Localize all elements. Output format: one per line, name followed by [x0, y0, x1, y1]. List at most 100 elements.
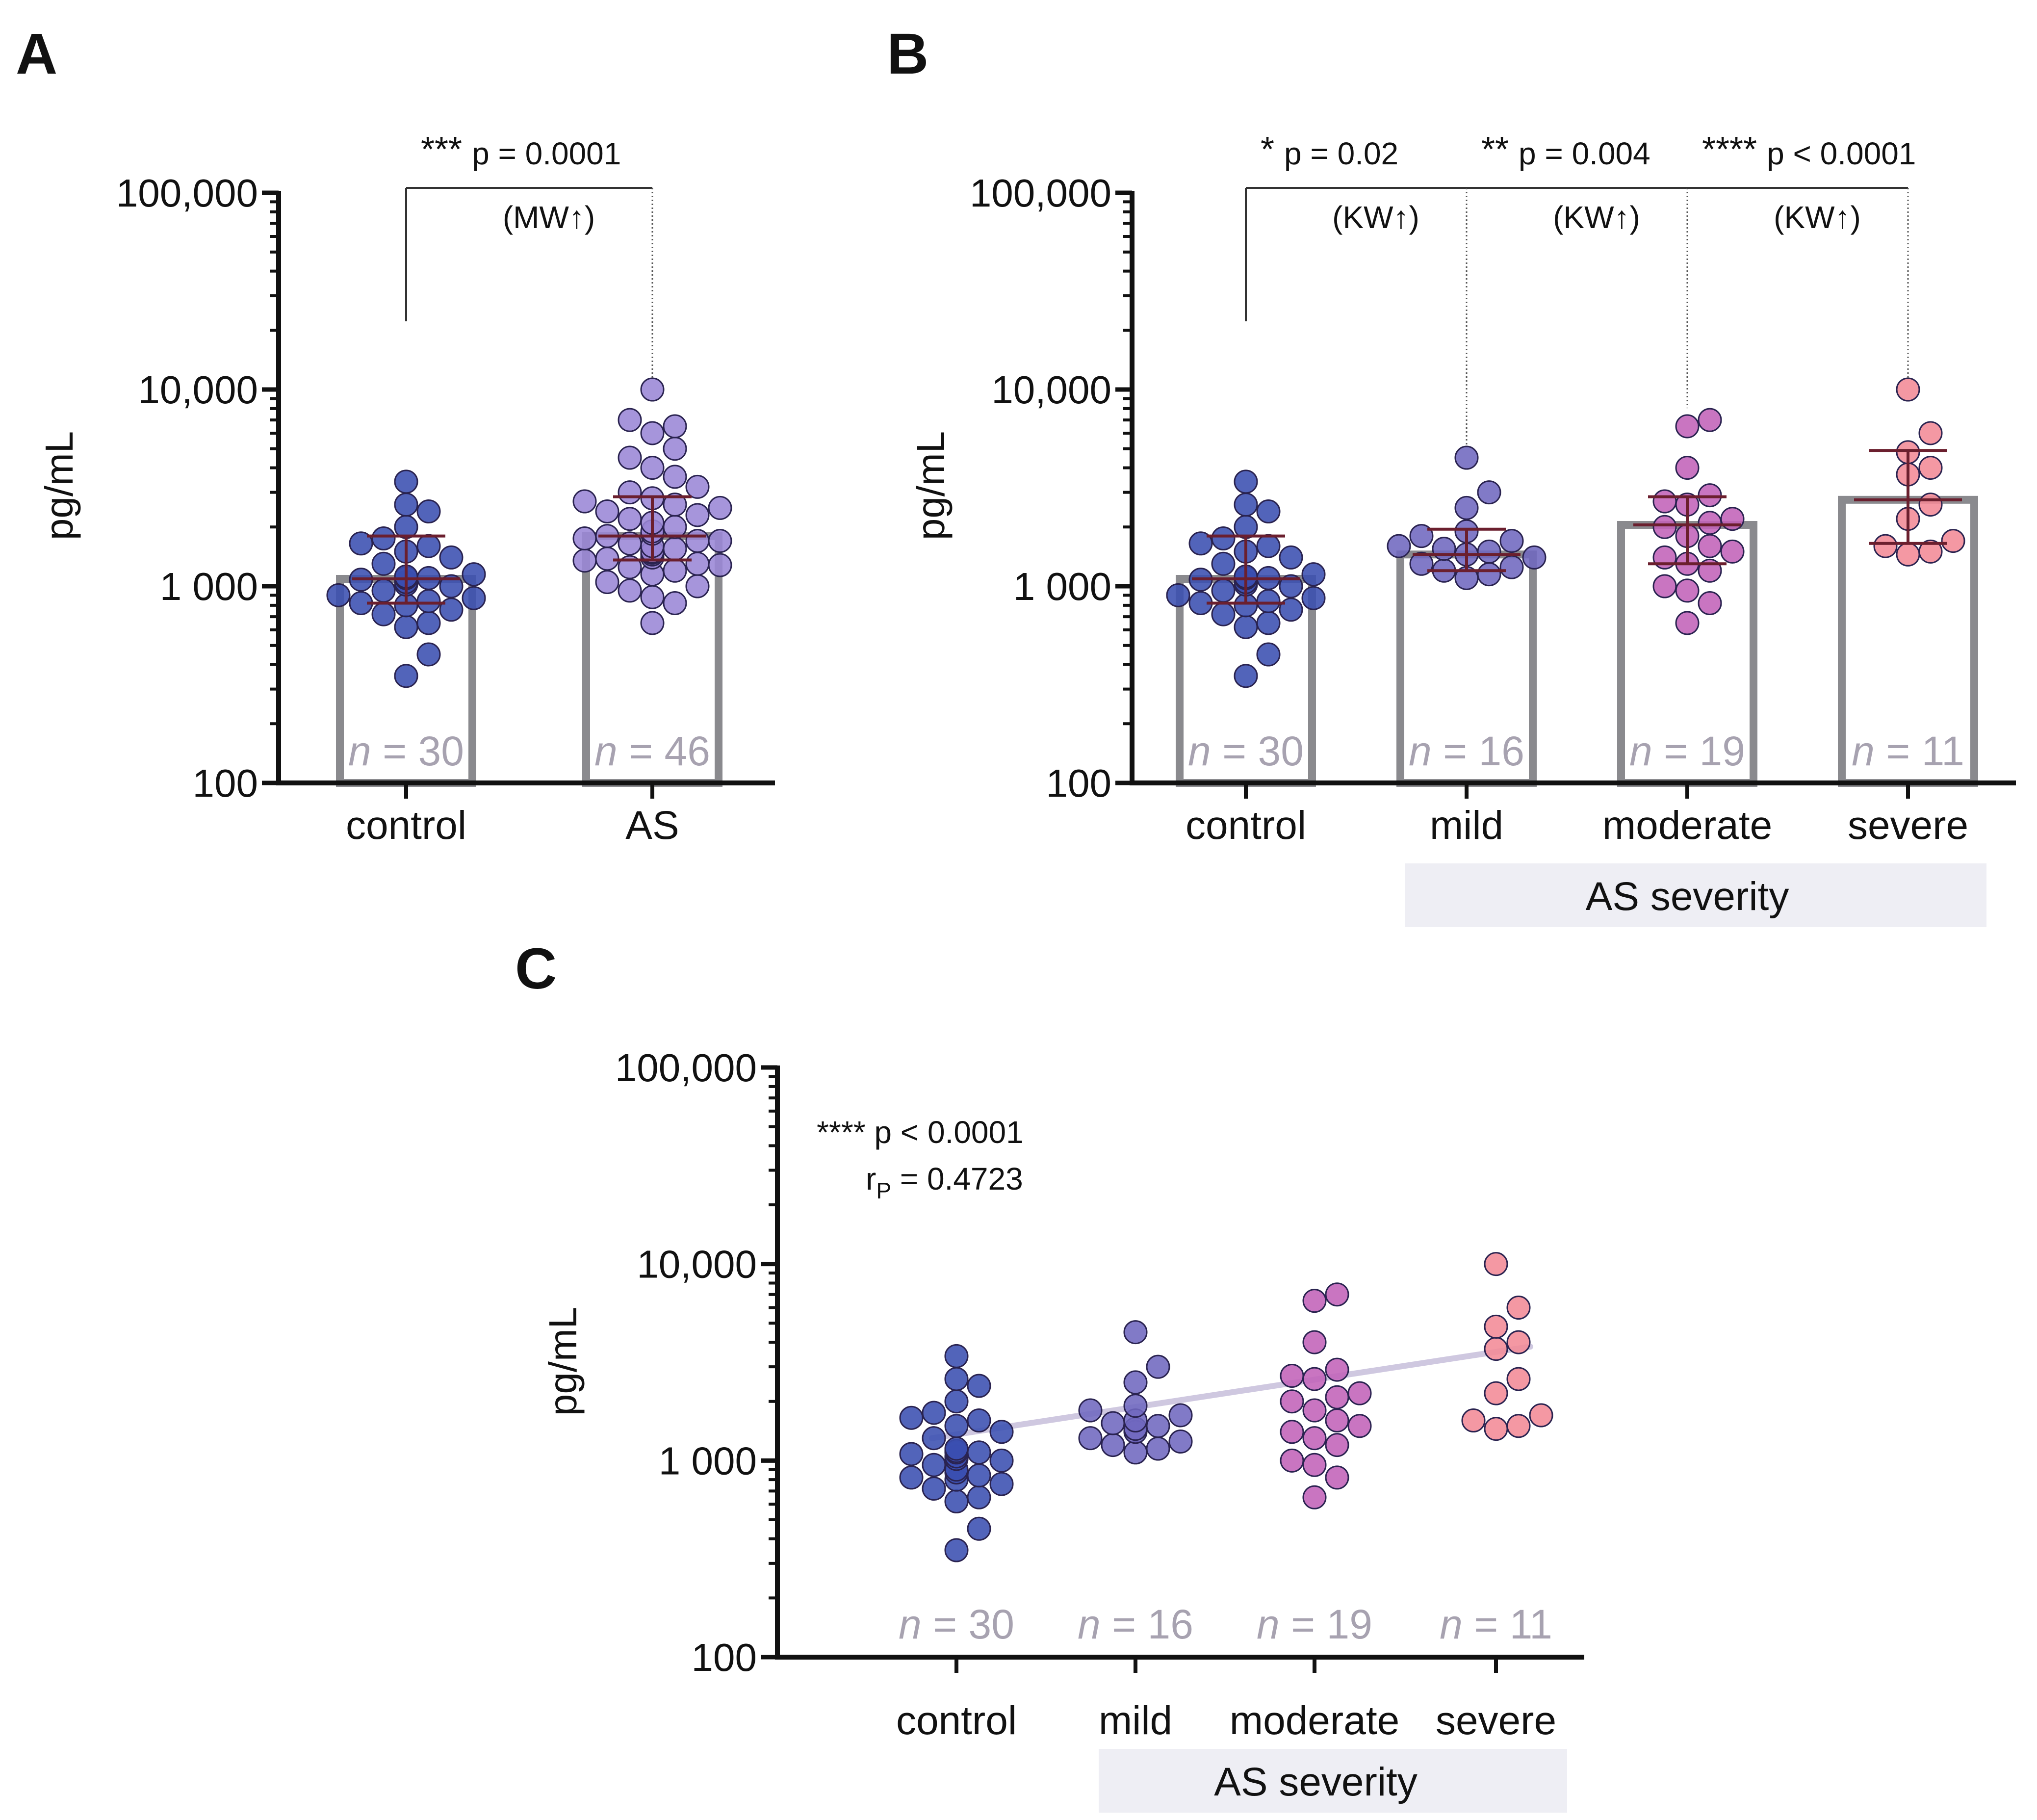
panel-a-data-point: [708, 553, 732, 577]
panel-b-n-symbol: n: [1409, 728, 1432, 774]
panel-a-data-point: [439, 545, 464, 570]
panel-c-data-point: [1325, 1408, 1349, 1433]
panel-c-n-value: = 16: [1101, 1601, 1193, 1647]
panel-c-data-point: [1123, 1320, 1148, 1345]
panel-a-data-point: [462, 562, 486, 587]
panel-a-data-point: [349, 531, 373, 556]
panel-c-data-point: [1101, 1411, 1125, 1435]
panel-c-data-point: [1123, 1440, 1148, 1465]
panel-c-trendline: [929, 1344, 1533, 1441]
panel-c-data-point: [1078, 1398, 1103, 1423]
panel-b-data-point: [1279, 545, 1303, 570]
panel-a-data-point: [708, 495, 732, 520]
panel-c-data-point: [1280, 1389, 1304, 1414]
panel-a-data-point: [685, 474, 710, 499]
panel-b-n-value: = 16: [1432, 728, 1524, 774]
panel-c-data-point: [1506, 1367, 1531, 1391]
panel-b-data-point: [1896, 542, 1920, 567]
panel-c-r-symbol: r: [866, 1161, 876, 1196]
panel-b-test-label: (KW↑): [1332, 200, 1419, 235]
panel-c-data-point: [1347, 1381, 1372, 1405]
panel-a-data-point: [416, 642, 441, 667]
panel-b-n-label: n = 30: [1188, 728, 1304, 774]
panel-a-data-point: [439, 574, 464, 598]
panel-a-significance-label: *** p = 0.0001: [421, 130, 621, 171]
panel-b-data-point: [1477, 480, 1501, 505]
panel-a-data-point: [640, 456, 665, 480]
panel-a-data-point: [572, 548, 597, 573]
panel-a-data-point: [618, 555, 642, 579]
panel-b-data-point: [1234, 664, 1258, 688]
panel-b-n-label: n = 19: [1629, 728, 1745, 774]
panel-c-n-symbol: n: [1257, 1601, 1280, 1647]
panel-a-data-point: [685, 503, 710, 527]
panel-a-data-point: [640, 421, 665, 445]
panel-a-data-point: [326, 583, 351, 607]
panel-b-data-point: [1409, 551, 1434, 576]
panel-c-data-point: [1302, 1330, 1327, 1354]
panel-a-data-point: [394, 469, 418, 494]
panel-c-data-point: [1347, 1414, 1372, 1438]
panel-b-test-label: (KW↑): [1553, 200, 1640, 235]
panel-a-data-point: [394, 664, 418, 688]
panel-c-data-point: [1325, 1357, 1349, 1382]
panel-a-data-point: [708, 529, 732, 553]
panel-b-y-axis-label: pg/mL: [909, 431, 953, 540]
panel-c-data-point: [1506, 1296, 1531, 1320]
panel-c-data-point: [967, 1374, 991, 1398]
panel-c-data-point: [1101, 1433, 1125, 1457]
panel-a-data-point: [640, 585, 665, 609]
panel-b-data-point: [1675, 611, 1700, 635]
panel-b-test-label: (KW↑): [1774, 200, 1861, 235]
panel-a-data-point: [416, 499, 441, 524]
panel-c-data-point: [944, 1367, 969, 1391]
panel-b-y-tick-label: 1 000: [1013, 565, 1111, 608]
panel-b-data-point: [1652, 489, 1677, 514]
panel-label-c: C: [515, 936, 557, 1001]
panel-c-n-value: = 19: [1280, 1601, 1372, 1647]
panel-a-y-tick-label: 100: [193, 761, 258, 805]
panel-c-data-point: [1302, 1485, 1327, 1509]
panel-a-data-point: [572, 489, 597, 514]
panel-a-data-point: [618, 578, 642, 603]
panel-b-data-point: [1211, 551, 1236, 576]
panel-c-chart: 100 1 000 10,000 100,000 pg/mL control mild mod…: [541, 1046, 1584, 1804]
panel-b-data-point: [1432, 537, 1456, 561]
panel-b-data-point: [1211, 602, 1236, 626]
panel-a-data-point: [663, 558, 687, 583]
panel-c-data-point: [1078, 1426, 1103, 1451]
panel-a-y-tick-label: 10,000: [138, 368, 258, 412]
panel-c-data-point: [1484, 1337, 1508, 1361]
panel-c-category-label: mild: [1099, 1698, 1172, 1743]
panel-c-data-point: [1484, 1417, 1508, 1441]
panel-c-data-point: [967, 1516, 991, 1541]
panel-c-y-tick-label: 1 000: [659, 1439, 757, 1482]
panel-c-r-value: = 0.4723: [891, 1161, 1023, 1196]
panel-c-n-value: = 11: [1463, 1601, 1552, 1647]
panel-b-data-point: [1522, 545, 1547, 570]
panel-b-y-tick-label: 10,000: [991, 368, 1111, 412]
severity-group-box-c: [1099, 1749, 1567, 1813]
panel-b-data-point: [1675, 578, 1700, 603]
panel-a-data-point: [618, 531, 642, 556]
panel-b-data-point: [1256, 534, 1281, 558]
panel-b-data-point: [1720, 539, 1745, 564]
panel-a-data-point: [663, 537, 687, 561]
panel-b-p-value: p < 0.0001: [1767, 136, 1916, 171]
panel-a-test-label: (MW↑): [503, 200, 595, 235]
panel-a-data-point: [462, 586, 486, 610]
panel-c-data-point: [967, 1440, 991, 1465]
panel-c-data-point: [1146, 1436, 1170, 1461]
panel-b-data-point: [1720, 507, 1745, 531]
panel-c-data-point: [1506, 1414, 1531, 1438]
panel-b-significance-label: ** p = 0.004: [1481, 130, 1650, 171]
panel-c-data-point: [989, 1448, 1014, 1473]
panel-c-n-value: = 30: [922, 1601, 1014, 1647]
panel-b-y-tick-label: 100: [1046, 761, 1111, 805]
panel-a-category-label: control: [346, 803, 466, 848]
panel-c-data-point: [1302, 1367, 1327, 1391]
panel-b-category-label: control: [1186, 803, 1306, 848]
panel-c-data-point: [944, 1489, 969, 1514]
panel-c-y-axis-label: pg/mL: [541, 1307, 585, 1416]
panel-b-n-label: n = 11: [1852, 728, 1964, 774]
